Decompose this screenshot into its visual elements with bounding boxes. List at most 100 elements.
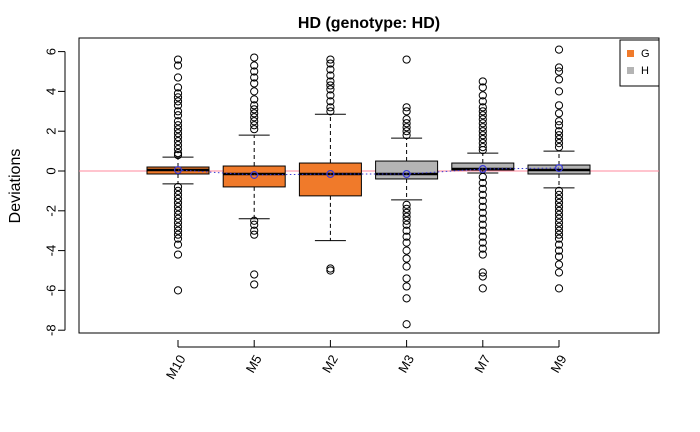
outlier-m5 (250, 101, 259, 110)
outlier-m2 (326, 81, 335, 90)
outlier-m7 (478, 250, 487, 259)
legend-swatch-g (627, 50, 634, 57)
outlier-m9 (554, 117, 564, 126)
x-tick-label-m3: M3 (395, 352, 417, 375)
outlier-m7 (478, 220, 487, 229)
outlier-m9 (554, 121, 564, 130)
outlier-m10 (173, 230, 183, 239)
outlier-m9 (554, 260, 564, 269)
outlier-m9 (554, 218, 564, 227)
outlier-m7 (478, 268, 487, 277)
outlier-m7 (478, 202, 487, 211)
outlier-m7 (478, 143, 487, 152)
outlier-m7 (478, 83, 487, 92)
legend-label-g: G (641, 48, 650, 60)
outlier-m5 (250, 87, 259, 96)
outlier-m3 (402, 232, 411, 241)
outlier-m3 (402, 115, 411, 124)
outlier-m10 (173, 111, 183, 120)
outlier-m3 (402, 238, 411, 247)
outlier-m10 (173, 198, 183, 207)
outlier-m9 (554, 246, 564, 255)
y-tick-label: 4 (44, 88, 59, 95)
outlier-m10 (173, 61, 183, 70)
x-tick-label-m2: M2 (319, 352, 341, 375)
outlier-m5 (250, 230, 259, 239)
outlier-m9 (554, 268, 564, 277)
outlier-m9 (554, 226, 564, 235)
outlier-m5 (250, 125, 259, 134)
outlier-m10 (173, 121, 183, 130)
outlier-m3 (402, 55, 411, 64)
y-axis-label: Deviations (7, 149, 24, 224)
outlier-m10 (173, 107, 183, 116)
outlier-m10 (173, 190, 183, 199)
outlier-m10 (173, 206, 183, 215)
outlier-m9 (554, 198, 564, 207)
outlier-m10 (173, 234, 183, 243)
outlier-m9 (554, 194, 564, 203)
outlier-m7 (478, 244, 487, 253)
outlier-m3 (402, 216, 411, 225)
y-tick-label: -6 (44, 285, 59, 297)
y-tick-label: 2 (44, 128, 59, 135)
outlier-m7 (478, 190, 487, 199)
outlier-m7 (478, 111, 487, 120)
outlier-m10 (173, 145, 183, 154)
legend-label-h: H (641, 65, 649, 77)
outlier-m9 (554, 284, 564, 293)
outlier-m7 (478, 123, 487, 132)
outlier-m3 (402, 226, 411, 235)
outlier-m3 (402, 200, 411, 209)
mean-marker-m2 (326, 169, 335, 178)
outlier-m9 (554, 234, 564, 243)
outlier-m5 (250, 61, 259, 70)
outlier-m9 (554, 139, 564, 148)
outlier-m3 (402, 274, 411, 283)
outlier-m2 (326, 59, 335, 68)
outlier-m7 (478, 178, 487, 188)
outlier-m10 (173, 141, 183, 150)
outlier-m7 (478, 226, 487, 235)
outlier-m9 (554, 109, 564, 118)
outlier-m5 (250, 216, 259, 225)
x-tick-label-m10: M10 (163, 352, 189, 381)
outlier-m9 (554, 131, 564, 140)
y-tick-label: -8 (44, 324, 59, 336)
y-tick-label: -4 (44, 245, 59, 257)
outlier-m7 (478, 127, 487, 136)
plot-frame (78, 37, 660, 334)
outlier-m7 (478, 232, 487, 241)
outlier-m3 (402, 294, 411, 303)
outlier-m10 (173, 73, 183, 82)
outlier-m10 (173, 250, 183, 259)
y-tick-label: 6 (44, 48, 59, 55)
mean-marker-m3 (402, 169, 411, 178)
outlier-m7 (478, 284, 487, 293)
outlier-m2 (326, 97, 335, 106)
outlier-m2 (326, 266, 335, 275)
outlier-m10 (173, 182, 183, 192)
outlier-m5 (250, 73, 259, 82)
outlier-m2 (326, 55, 335, 64)
outlier-m3 (402, 127, 411, 136)
chart-title: HD (genotype: HD) (298, 15, 440, 32)
outlier-m9 (554, 63, 564, 72)
outlier-m10 (173, 286, 183, 295)
legend-box (619, 39, 660, 87)
x-tick-label-m9: M9 (548, 352, 570, 375)
outlier-m7 (478, 172, 487, 182)
outlier-m7 (478, 208, 487, 217)
outlier-m10 (173, 133, 183, 142)
outlier-m10 (173, 93, 183, 102)
outlier-m7 (478, 238, 487, 247)
outlier-m3 (402, 212, 411, 221)
outlier-m9 (554, 75, 564, 84)
mean-marker-m7 (478, 165, 487, 174)
legend-swatch-h (627, 67, 634, 74)
outlier-m7 (478, 214, 487, 223)
outlier-m2 (326, 71, 335, 80)
outlier-m9 (554, 45, 564, 54)
outlier-m10 (173, 240, 183, 249)
